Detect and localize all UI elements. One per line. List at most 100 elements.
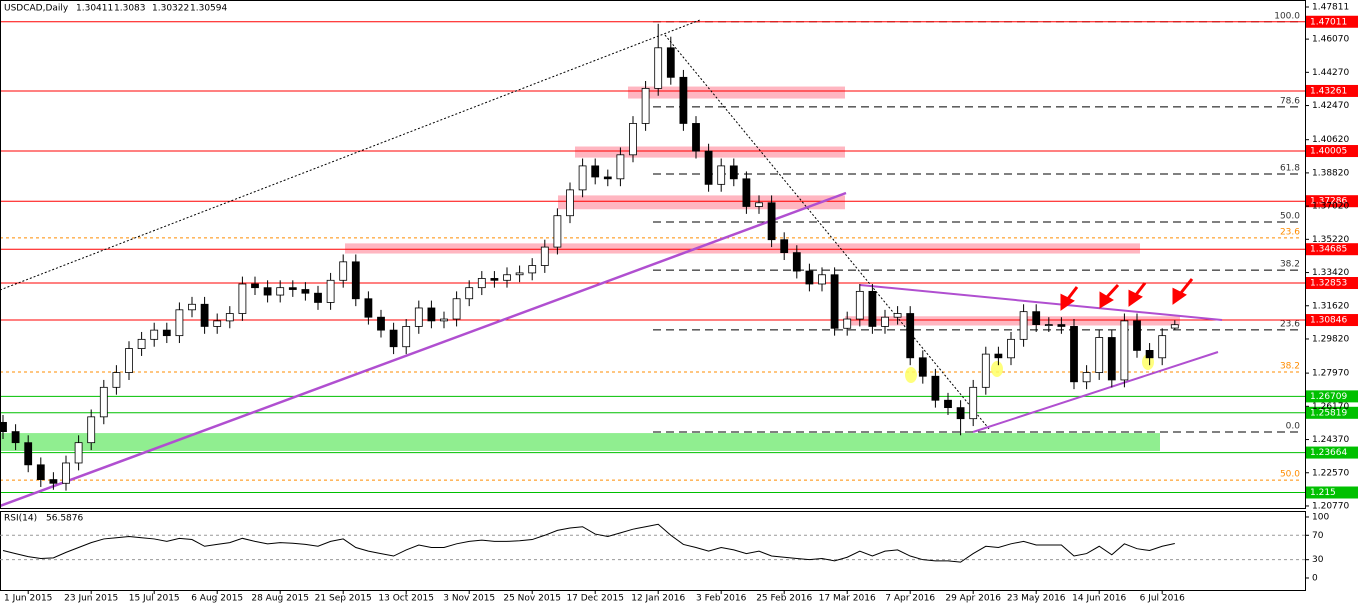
candle-body	[62, 462, 70, 484]
candle-body	[855, 290, 864, 320]
candles	[0, 23, 1179, 491]
candle-body	[553, 215, 562, 248]
level-label-box	[1306, 15, 1358, 28]
candle-body	[0, 421, 7, 433]
candle-body	[465, 287, 474, 300]
y-tick-label: 1.42470	[1312, 101, 1349, 111]
candle-body	[326, 279, 335, 303]
candle-body	[1107, 337, 1116, 381]
candle-body	[792, 252, 801, 272]
candle-body	[616, 154, 625, 180]
x-tick-label: 14 Jun 2016	[1072, 594, 1126, 604]
candle-body	[150, 329, 159, 340]
level-label: 1.32853	[1310, 279, 1347, 289]
fib-anchor-line	[0, 19, 701, 291]
level-label-box	[1306, 486, 1358, 499]
candle-body	[377, 316, 385, 331]
candle-body	[213, 320, 222, 327]
candle-body	[339, 261, 348, 281]
y-tick-label: 1.24370	[1312, 435, 1349, 445]
candle-body	[994, 353, 1003, 359]
candle-body	[566, 189, 574, 217]
arrow-head	[1172, 287, 1187, 305]
x-tick-label: 7 Apr 2016	[885, 594, 935, 604]
candle-body	[125, 348, 133, 373]
highlight	[991, 361, 1003, 377]
candle-body	[1082, 372, 1091, 383]
candle-body	[24, 442, 33, 466]
candle-body	[893, 313, 902, 318]
candle-body	[666, 47, 675, 78]
trendline	[859, 284, 1223, 321]
candle-body	[956, 407, 965, 420]
fib-label: 61.8	[1280, 164, 1300, 174]
candle-body	[1145, 350, 1154, 359]
zone	[628, 86, 845, 99]
candle-body	[843, 318, 852, 329]
header-high: 1.3083	[114, 4, 146, 14]
arrow	[1104, 283, 1120, 300]
candle-body	[679, 76, 688, 124]
candle-body	[1070, 326, 1078, 383]
candle-body	[830, 274, 839, 329]
level-label-box	[1306, 195, 1358, 208]
arrow-head	[1099, 291, 1114, 309]
y-tick-label: 1.35220	[1312, 235, 1349, 245]
candle-body	[742, 178, 751, 207]
candle-body	[906, 313, 915, 359]
x-tick-label: 1 Jun 2015	[4, 594, 52, 604]
x-tick-label: 17 Dec 2015	[566, 594, 624, 604]
candle-body	[729, 165, 738, 180]
candle-body	[969, 386, 978, 420]
candle-body	[225, 313, 234, 322]
levels: 100.0 78.6 61.8 50.0 38.2 23.6 0.0 23.6 38.2 50.0	[0, 11, 1305, 493]
x-tick-label: 21 Sep 2015	[315, 594, 372, 604]
candle-body	[641, 87, 650, 124]
arrow-head	[1060, 293, 1075, 311]
header-close: 1.30594	[190, 4, 227, 14]
fib-label: 23.6	[1280, 227, 1300, 237]
candle-body	[780, 239, 789, 254]
rsi-value: 56.5876	[46, 514, 83, 524]
candle-body	[918, 357, 927, 377]
candle-body	[11, 431, 20, 444]
level-label-box	[1306, 390, 1358, 403]
candle-body	[591, 165, 600, 178]
rsi-line	[2, 523, 1175, 563]
candle-body	[1007, 338, 1015, 359]
fib-label: 0.0	[1286, 421, 1301, 431]
candle-body	[288, 287, 297, 290]
candle-body	[629, 123, 637, 156]
x-tick-label: 3 Nov 2015	[443, 594, 495, 604]
fib-label: 38.2	[1280, 260, 1300, 270]
level-label-box	[1306, 314, 1358, 327]
candle-body	[74, 442, 83, 464]
level-label: 1.215	[1310, 488, 1336, 498]
candle-body	[1019, 311, 1028, 340]
candle-body	[364, 298, 373, 318]
chart-title: USDCAD,Daily	[4, 4, 69, 14]
header-low: 1.30322	[152, 4, 189, 14]
x-tick-label: 6 Jul 2016	[1140, 594, 1185, 604]
trendline	[972, 351, 1219, 433]
fib-label: 50.0	[1280, 470, 1300, 480]
candle-body	[881, 316, 889, 327]
trendline	[0, 191, 847, 508]
candle-body	[931, 375, 940, 401]
candle-body	[137, 338, 146, 349]
y-tick-label: 1.46070	[1312, 35, 1349, 45]
candle-body	[805, 270, 814, 285]
rsi-y-tick-label: 100	[1312, 512, 1329, 522]
arrow-head	[1128, 289, 1143, 307]
candle-body	[1120, 320, 1129, 381]
level-label-box	[1306, 243, 1358, 256]
level-label-box	[1306, 277, 1358, 290]
candle-body	[1032, 311, 1041, 325]
x-tick-label: 25 Feb 2016	[756, 594, 812, 604]
fib-label: 78.6	[1280, 96, 1300, 106]
candle-body	[868, 290, 877, 327]
level-label-box	[1306, 406, 1358, 419]
arrows	[1060, 278, 1194, 311]
